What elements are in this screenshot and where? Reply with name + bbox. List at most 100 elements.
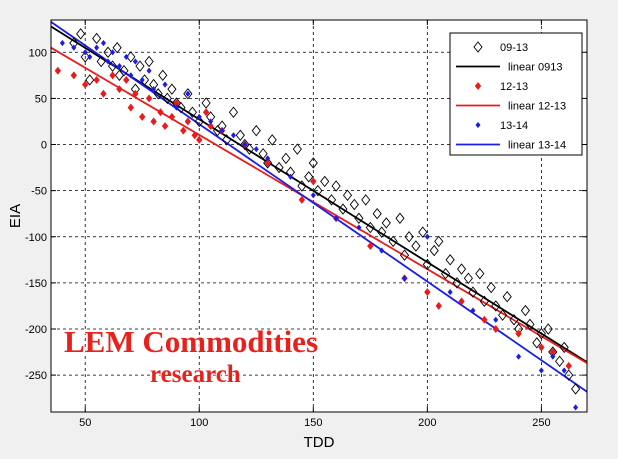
point-09-13 <box>187 106 197 118</box>
point-09-13 <box>456 263 467 275</box>
point-09-13 <box>372 207 382 220</box>
point-12-13 <box>93 75 100 84</box>
point-12-13 <box>150 117 157 126</box>
point-12-13 <box>298 195 306 204</box>
point-09-13 <box>377 226 387 238</box>
point-12-13 <box>191 131 198 140</box>
point-09-13 <box>308 157 318 169</box>
point-13-14 <box>379 247 385 254</box>
point-12-13 <box>116 85 123 94</box>
x-axis-title: TDD <box>304 434 335 451</box>
y-axis-title: EIA <box>7 204 24 228</box>
point-12-13 <box>196 135 203 144</box>
point-13-14 <box>230 132 237 139</box>
point-12-13 <box>82 80 89 89</box>
point-09-13 <box>564 369 574 381</box>
point-09-13 <box>304 171 314 183</box>
point-13-14 <box>100 39 107 47</box>
x-tick-label: 200 <box>418 417 436 429</box>
point-12-13 <box>310 177 317 186</box>
point-13-14 <box>493 316 499 323</box>
point-13-14 <box>162 81 168 88</box>
point-09-13 <box>365 221 375 234</box>
point-13-14 <box>132 58 138 65</box>
point-09-13 <box>96 55 106 68</box>
point-12-13 <box>180 126 187 135</box>
fit-line-linear-12-13 <box>50 46 588 364</box>
point-09-13 <box>502 290 512 303</box>
point-09-13 <box>85 74 95 86</box>
point-12-13 <box>54 66 62 75</box>
legend-box <box>449 32 583 156</box>
point-13-14 <box>424 233 430 240</box>
point-13-14 <box>287 173 294 181</box>
point-09-13 <box>388 235 398 248</box>
point-09-13 <box>429 244 439 257</box>
point-09-13 <box>103 46 113 59</box>
point-09-13 <box>297 180 307 192</box>
point-09-13 <box>240 138 250 151</box>
point-13-14 <box>538 367 544 374</box>
point-09-13 <box>153 88 163 100</box>
point-09-13 <box>144 55 154 68</box>
point-09-13 <box>326 194 337 206</box>
y-tick-label: -100 <box>25 232 47 244</box>
point-09-13 <box>263 157 273 169</box>
point-09-13 <box>395 212 405 225</box>
point-13-14 <box>105 58 111 65</box>
point-09-13 <box>158 69 168 82</box>
point-09-13 <box>235 129 245 142</box>
point-13-14 <box>253 145 259 153</box>
point-13-14 <box>185 90 191 97</box>
point-13-14 <box>110 49 116 56</box>
legend: 09-13 linear 0913 12-13 linear 12-13 13-14 li… <box>449 32 583 156</box>
point-13-14 <box>139 76 145 84</box>
legend-marker-09-13 <box>473 41 483 53</box>
point-09-13 <box>543 323 553 335</box>
point-09-13 <box>479 295 489 308</box>
legend-label: 12-13 <box>500 81 528 93</box>
point-09-13 <box>399 249 410 261</box>
point-12-13 <box>515 329 522 338</box>
point-12-13 <box>481 315 488 324</box>
point-09-13 <box>411 240 421 252</box>
point-09-13 <box>342 189 353 201</box>
point-13-14 <box>82 49 88 56</box>
legend-label: linear 12-13 <box>508 101 566 113</box>
point-09-13 <box>434 235 444 248</box>
point-09-13 <box>201 97 211 109</box>
point-12-13 <box>264 158 271 167</box>
point-09-13 <box>422 258 432 271</box>
x-tick-label: 50 <box>79 417 91 429</box>
data-points <box>54 28 581 411</box>
x-tick-label: 150 <box>304 417 322 429</box>
point-13-14 <box>447 288 453 296</box>
point-13-14 <box>550 353 556 360</box>
legend-label: linear 13-14 <box>508 140 566 152</box>
point-09-13 <box>418 226 428 238</box>
point-09-13 <box>112 41 122 54</box>
point-09-13 <box>520 304 530 317</box>
point-12-13 <box>538 343 545 352</box>
point-09-13 <box>258 148 268 160</box>
point-09-13 <box>404 231 414 243</box>
point-09-13 <box>361 194 371 206</box>
point-09-13 <box>555 355 565 367</box>
point-13-14 <box>94 44 100 51</box>
point-13-14 <box>71 44 77 51</box>
point-09-13 <box>222 134 232 146</box>
point-09-13 <box>162 92 172 105</box>
watermark-title: LEM Commodities <box>64 324 318 359</box>
point-09-13 <box>463 272 473 284</box>
point-09-13 <box>486 281 496 294</box>
point-09-13 <box>509 314 519 326</box>
point-09-13 <box>274 161 284 174</box>
y-tick-label: -250 <box>25 370 47 382</box>
point-13-14 <box>146 67 152 74</box>
point-09-13 <box>176 101 186 114</box>
legend-marker-12-13 <box>474 82 482 90</box>
point-12-13 <box>492 325 499 333</box>
axis-ticks: 50 100 150 200 250 100 50 0 -50 -100 -150 -200 -250 <box>25 20 587 429</box>
point-13-14 <box>128 72 134 79</box>
